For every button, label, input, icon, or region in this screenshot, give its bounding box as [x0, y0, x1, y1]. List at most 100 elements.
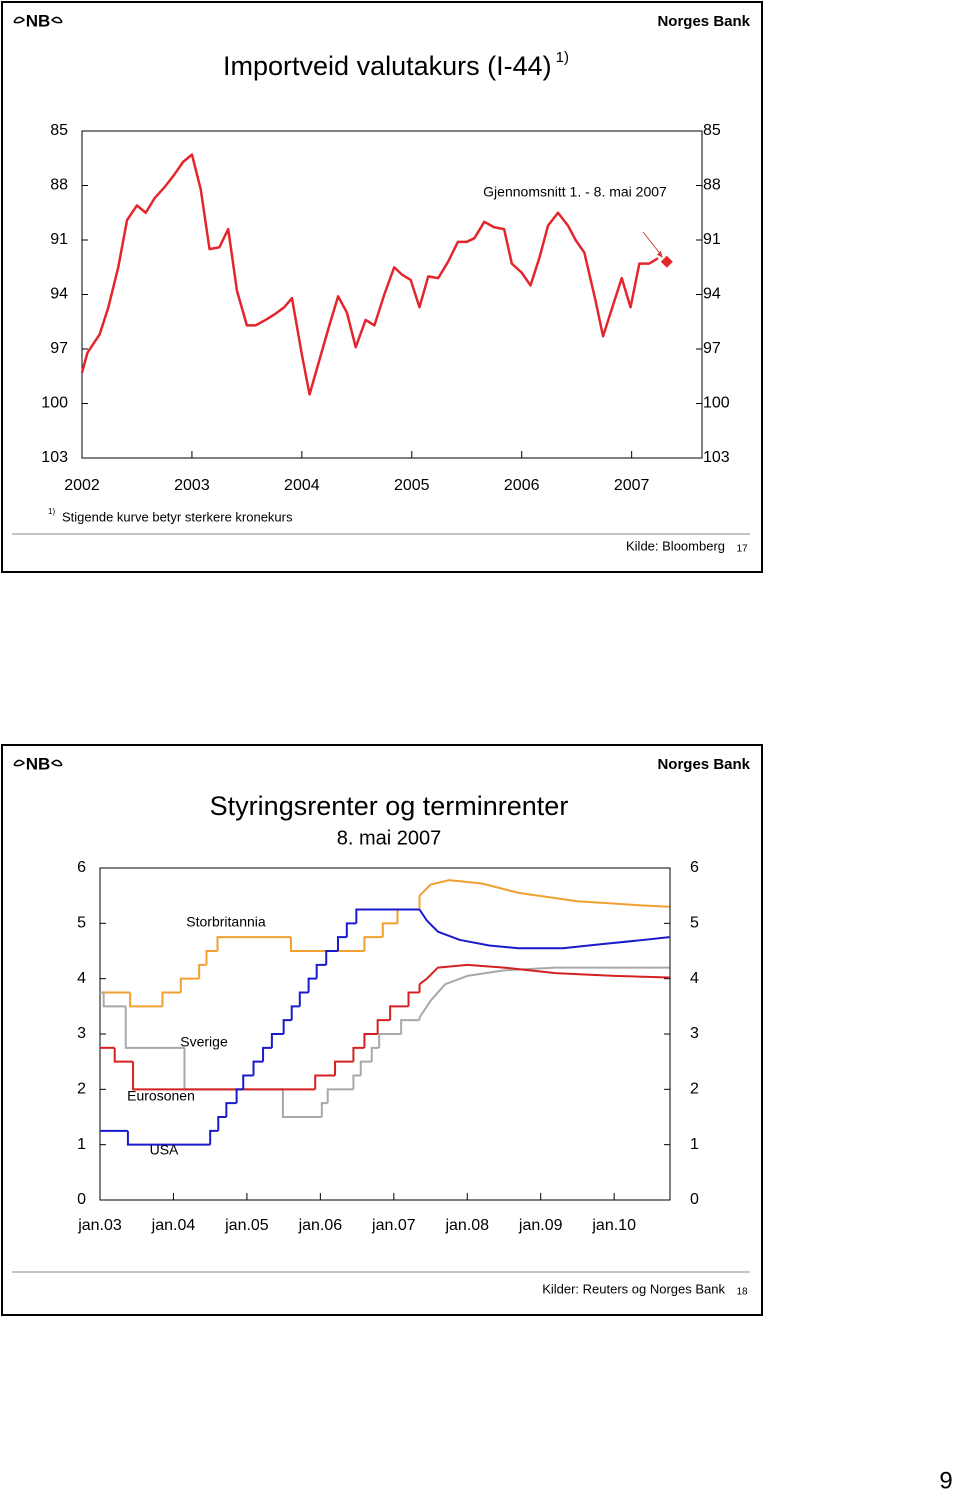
step-segment [282, 1019, 292, 1034]
y-tick-label: 97 [50, 340, 68, 357]
logo-ornament [13, 16, 63, 24]
step-segment [363, 1033, 378, 1048]
logo-text: NB [26, 11, 51, 30]
step-segment [355, 908, 420, 924]
step-segment [290, 1005, 300, 1021]
chart-subtitle: 8. mai 2007 [337, 827, 442, 849]
y-tick-label: 1 [77, 1136, 86, 1153]
step-segment [352, 1074, 361, 1090]
chart-title: Styringsrenter og terminrenter [210, 791, 569, 821]
step-segment [235, 1088, 244, 1104]
series-label: Storbritannia [186, 914, 266, 930]
y-tick-label: 0 [77, 1191, 86, 1208]
step-segment [396, 908, 420, 924]
step-segment [281, 1089, 322, 1118]
y-tick-label: 91 [50, 231, 68, 248]
plot-frame [81, 130, 703, 459]
step-segment [209, 1129, 219, 1145]
step-segment [307, 977, 317, 993]
step-segment [363, 936, 383, 951]
step-segment [345, 922, 357, 938]
step-segment [113, 1047, 134, 1063]
annotation: Gjennomsnitt 1. - 8. mai 2007 [483, 184, 667, 200]
annotation-arrow [642, 231, 663, 257]
source: Kilder: Reuters og Norges Bank [542, 1281, 725, 1296]
slide-frame [1, 744, 763, 1316]
step-segment [359, 1060, 372, 1076]
x-tick-label: jan.09 [518, 1217, 563, 1234]
header-bank: Norges Bank [657, 756, 750, 773]
x-tick-label: jan.04 [151, 1217, 196, 1234]
y-tick-label: 2 [77, 1081, 86, 1098]
y2-tick-label: 4 [690, 970, 699, 987]
logo: NB [13, 754, 63, 773]
series-label: Eurosonen [127, 1088, 195, 1104]
logo-ornament [13, 759, 63, 767]
y-tick-label: 100 [41, 395, 68, 412]
x-tick-label: 2006 [504, 477, 540, 494]
step-segment [217, 1116, 227, 1131]
chart-title: Importveid valutakurs (I-44) 1) [223, 49, 569, 81]
title-note: 1) [556, 49, 569, 66]
step-segment [370, 1046, 380, 1062]
forward-curve [418, 966, 670, 1018]
step-segment [325, 950, 338, 965]
step-segment [216, 936, 291, 951]
step-segment [242, 1074, 254, 1090]
y2-tick-label: 0 [690, 1191, 699, 1208]
chart-title-text: Styringsrenter og terminrenter [210, 791, 569, 821]
step-segment [326, 1088, 354, 1104]
step-segment [407, 991, 420, 1007]
y2-tick-label: 6 [690, 859, 699, 876]
step-segment [400, 1019, 420, 1034]
step-segment [179, 977, 200, 993]
y-tick-label: 88 [50, 177, 68, 194]
step-segment [389, 1005, 409, 1021]
step-segment [376, 1019, 391, 1034]
y2-tick-label: 3 [690, 1025, 699, 1042]
step-segment [262, 1046, 272, 1062]
step-segment [102, 992, 126, 1008]
y2-tick-label: 100 [703, 395, 730, 412]
y2-tick-label: 2 [690, 1081, 699, 1098]
annotation-arrowhead [656, 250, 663, 258]
average-point [660, 255, 673, 268]
step-segment [132, 1061, 316, 1091]
step-segment [129, 992, 163, 1008]
header-bank: Norges Bank [657, 13, 750, 30]
step-segment [198, 963, 207, 979]
step-segment [124, 1006, 185, 1049]
step-segment [381, 922, 398, 938]
x-tick-label: 2002 [64, 477, 100, 494]
x-tick-label: 2005 [394, 477, 430, 494]
y2-tick-label: 1 [690, 1136, 699, 1153]
step-segment [252, 1060, 264, 1076]
series-label: Sverige [180, 1034, 228, 1050]
y-tick-label: 3 [77, 1025, 86, 1042]
y-tick-label: 94 [50, 286, 68, 303]
step-segment [336, 936, 347, 951]
step-segment [270, 1033, 284, 1048]
y2-tick-label: 88 [703, 177, 721, 194]
line-series [80, 153, 659, 396]
y-tick-label: 5 [77, 915, 86, 932]
chart-title-text: Importveid valutakurs (I-44) [223, 51, 552, 81]
x-tick-label: jan.05 [224, 1217, 269, 1234]
step-segment [205, 950, 218, 965]
y2-tick-label: 97 [703, 340, 721, 357]
y2-tick-label: 94 [703, 286, 721, 303]
x-tick-label: jan.07 [371, 1217, 416, 1234]
step-segment [183, 1047, 283, 1091]
series-label: USA [150, 1142, 179, 1158]
x-tick-label: jan.10 [591, 1217, 636, 1234]
slide-frame [1, 1, 763, 573]
y-tick-label: 4 [77, 970, 86, 987]
y-tick-label: 6 [77, 859, 86, 876]
logo-text: NB [26, 754, 51, 773]
logo: NB [13, 11, 63, 30]
step-segment [320, 1102, 328, 1117]
slide-number: 18 [736, 1287, 748, 1298]
forward-curve [418, 879, 670, 908]
step-segment [126, 1130, 211, 1146]
